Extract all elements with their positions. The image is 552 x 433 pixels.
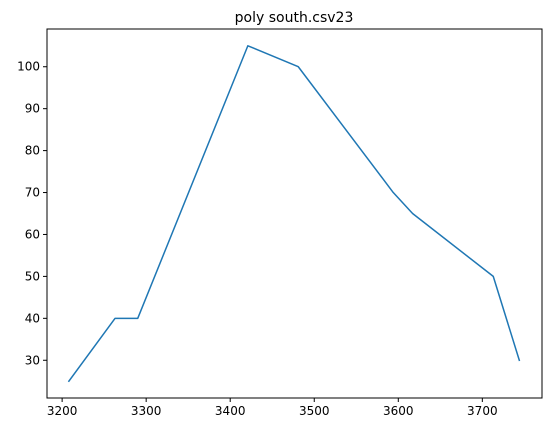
axes-border — [46, 28, 543, 399]
y-tick-label: 70 — [25, 186, 40, 200]
y-axis-ticks: 30 40 50 60 70 80 90 100 — [17, 60, 47, 367]
series-line — [67, 45, 521, 383]
y-tick-label: 60 — [25, 227, 40, 241]
y-tick-label: 40 — [25, 311, 40, 325]
x-axis-ticks: 3200 3300 3400 3500 3600 3700 — [47, 398, 498, 418]
x-tick-label: 3200 — [47, 404, 78, 418]
chart-title: poly south.csv23 — [235, 10, 354, 26]
x-tick-label: 3700 — [467, 404, 498, 418]
y-tick-label: 100 — [17, 60, 40, 74]
y-tick-label: 80 — [25, 144, 40, 158]
axes-frame — [46, 28, 543, 399]
x-tick-label: 3600 — [383, 404, 414, 418]
y-tick-label: 50 — [25, 269, 40, 283]
plot-area — [67, 45, 521, 383]
x-tick-label: 3300 — [131, 404, 162, 418]
y-tick-label: 90 — [25, 102, 40, 116]
x-tick-label: 3500 — [299, 404, 330, 418]
x-tick-label: 3400 — [215, 404, 246, 418]
y-tick-label: 30 — [25, 353, 40, 367]
